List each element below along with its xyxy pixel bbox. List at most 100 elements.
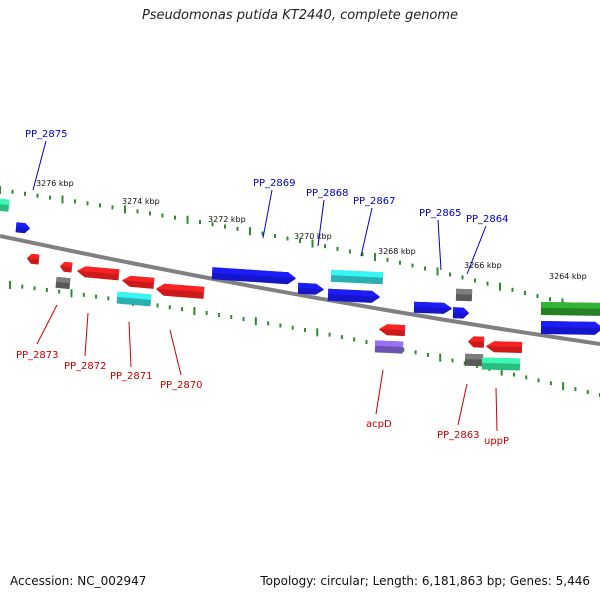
- upper-tick: [474, 278, 476, 283]
- gene-label: PP_2864: [466, 214, 509, 225]
- upper-tick: [11, 189, 14, 194]
- upper-tick: [111, 205, 114, 210]
- lower-tick: [463, 361, 466, 366]
- upper-tick: [336, 246, 339, 251]
- upper-tick: [499, 282, 501, 291]
- lower-tick: [402, 347, 405, 352]
- gene-feature: [27, 253, 40, 265]
- upper-tick: [349, 249, 351, 254]
- lower-tick: [574, 387, 577, 392]
- gene-feature: [486, 341, 523, 353]
- gene-feature: [327, 288, 380, 303]
- gene-feature: [374, 340, 404, 354]
- tick-label: 3274 kbp: [122, 197, 160, 206]
- upper-tick: [524, 290, 526, 295]
- gene-feature: [211, 267, 296, 285]
- lower-tick: [279, 323, 282, 328]
- gene-feature: [15, 222, 31, 234]
- lower-tick: [45, 287, 48, 292]
- lower-tick: [426, 352, 429, 357]
- gene-label: PP_2868: [306, 188, 349, 199]
- gene-feature: [540, 321, 600, 335]
- lower-tick: [58, 289, 61, 294]
- lower-tick: [181, 307, 184, 312]
- upper-tick: [549, 297, 551, 302]
- gene-feature: [77, 266, 120, 281]
- upper-tick: [261, 231, 264, 236]
- upper-tick: [224, 224, 226, 229]
- leader-line: [495, 387, 498, 432]
- upper-tick: [461, 275, 464, 280]
- gene-feature: [297, 282, 325, 295]
- gene-label: PP_2867: [353, 196, 396, 207]
- gene-feature: [60, 261, 73, 273]
- gene-feature: [156, 283, 205, 299]
- lower-tick: [70, 289, 73, 298]
- gene-feature: [464, 353, 484, 367]
- gene-label: PP_2873: [16, 350, 59, 361]
- gene-label: PP_2872: [64, 361, 107, 372]
- gene-feature: [379, 324, 406, 337]
- lower-tick: [365, 339, 368, 344]
- upper-tick: [411, 263, 414, 268]
- lower-tick: [217, 312, 220, 317]
- gene-labels: PP_2875 PP_2869 PP_2868 PP_2867 PP_2865 PP_28…: [16, 129, 509, 447]
- upper-tick: [536, 294, 539, 299]
- lower-tick: [9, 281, 11, 289]
- lower-tick: [414, 350, 417, 355]
- tick-label: 3266 kbp: [464, 261, 502, 270]
- gene-feature: [540, 302, 600, 316]
- upper-tick: [161, 213, 164, 218]
- map-title: Pseudomonas putida KT2440, complete geno…: [141, 8, 459, 23]
- label-leaders: [32, 140, 498, 432]
- gene-feature: [122, 275, 155, 289]
- leader-line: [36, 304, 58, 345]
- gene-feature: [116, 291, 152, 307]
- upper-tick: [199, 220, 201, 225]
- lower-tick: [267, 321, 270, 326]
- lower-tick: [291, 325, 294, 330]
- upper-tick: [211, 222, 214, 227]
- tick-label: 3268 kbp: [378, 247, 416, 256]
- lower-tick: [512, 372, 515, 377]
- lower-tick: [205, 311, 208, 316]
- lower-tick: [33, 286, 36, 291]
- gene-feature: [413, 301, 453, 314]
- upper-tick: [486, 281, 489, 286]
- upper-tick: [186, 215, 189, 224]
- lower-tick: [451, 358, 454, 363]
- leader-line: [437, 219, 442, 271]
- gene-label: PP_2869: [253, 178, 296, 189]
- lower-tick: [340, 335, 343, 340]
- leader-line: [457, 383, 468, 426]
- lower-tick: [230, 315, 233, 320]
- upper-tick: [436, 267, 439, 276]
- genome-backbone: [0, 234, 600, 346]
- upper-tick: [386, 257, 389, 262]
- leader-line: [128, 321, 132, 368]
- upper-tick: [49, 195, 51, 200]
- upper-tick: [299, 239, 301, 243]
- gene-features: [0, 198, 600, 371]
- lower-tick: [21, 284, 24, 289]
- lower-tick: [156, 303, 159, 308]
- gene-label: PP_2871: [110, 371, 153, 382]
- upper-tick: [174, 215, 176, 220]
- gene-feature: [452, 307, 470, 319]
- leader-line: [466, 225, 487, 275]
- leader-line: [262, 189, 273, 239]
- gene-feature: [481, 357, 521, 371]
- gene-label: PP_2875: [25, 129, 68, 140]
- gene-label: acpD: [366, 419, 392, 430]
- upper-tick: [124, 205, 126, 214]
- leader-line: [84, 312, 89, 357]
- lower-tick: [95, 294, 98, 299]
- lower-tick: [254, 317, 257, 326]
- gene-label: PP_2870: [160, 380, 203, 391]
- upper-tick: [374, 253, 376, 262]
- lower-tick: [328, 332, 331, 337]
- upper-tick: [286, 236, 289, 241]
- tick-label: 3270 kbp: [294, 232, 332, 241]
- leader-line: [317, 199, 325, 247]
